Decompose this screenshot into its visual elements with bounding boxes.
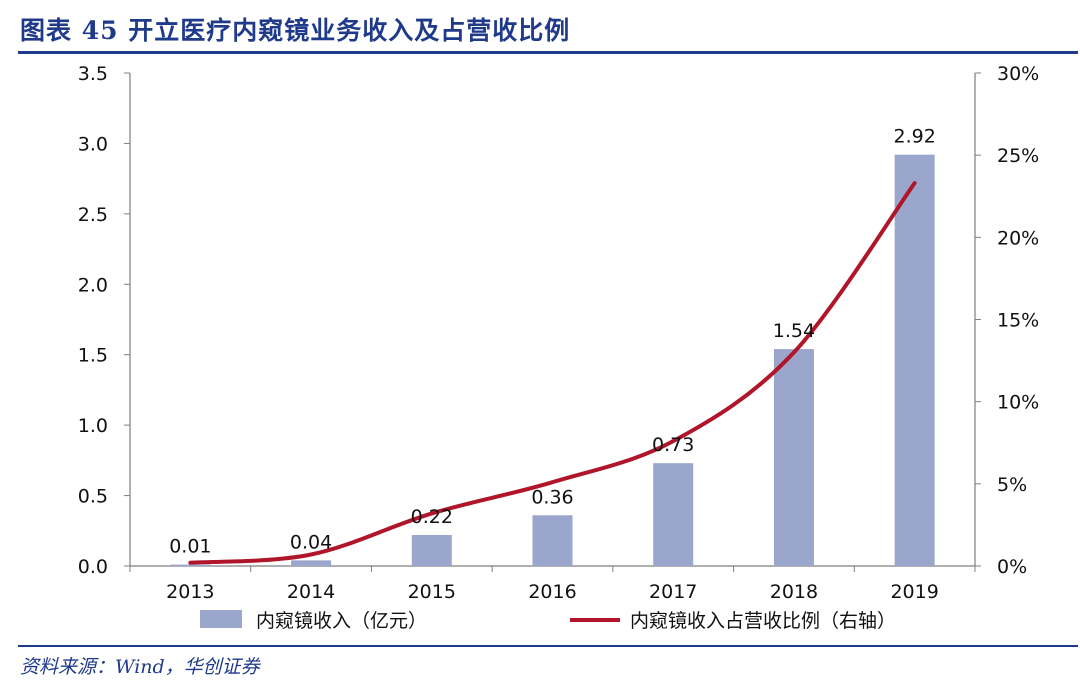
x-tick-label: 2018 xyxy=(770,581,818,603)
right-tick-label: 25% xyxy=(997,145,1039,167)
left-tick-label: 1.5 xyxy=(78,345,108,367)
legend-swatch-bar xyxy=(200,610,242,628)
left-tick-label: 0.0 xyxy=(78,556,108,578)
left-tick-label: 3.5 xyxy=(78,63,108,85)
x-tick-label: 2016 xyxy=(528,581,576,603)
bar-2015 xyxy=(411,535,452,566)
legend-label-bar: 内窥镜收入（亿元） xyxy=(256,610,427,632)
bars xyxy=(170,154,935,567)
bar-data-label: 1.54 xyxy=(773,320,815,342)
right-tick-label: 10% xyxy=(997,392,1039,414)
left-tick-label: 2.5 xyxy=(78,204,108,226)
bar-2017 xyxy=(653,463,694,566)
left-tick-label: 1.0 xyxy=(78,415,108,437)
bar-data-label: 0.22 xyxy=(411,506,453,528)
bar-2019 xyxy=(894,154,935,566)
right-tick-label: 20% xyxy=(997,227,1039,249)
source-rule xyxy=(18,645,1078,647)
chart-title: 图表 45 开立医疗内窥镜业务收入及占营收比例 xyxy=(20,16,571,45)
x-tick-label: 2014 xyxy=(287,581,335,603)
title-bar: 图表 45 开立医疗内窥镜业务收入及占营收比例 xyxy=(0,0,1080,54)
source-note: 资料来源：Wind，华创证券 xyxy=(20,656,260,678)
data-labels: 0.01 0.04 0.22 0.36 0.73 1.54 2.92 xyxy=(169,126,936,558)
legend: 内窥镜收入（亿元） 内窥镜收入占营收比例（右轴） xyxy=(200,610,896,632)
x-tick-label: 2013 xyxy=(166,581,214,603)
line-series xyxy=(188,181,917,565)
right-tick-label: 5% xyxy=(997,474,1027,496)
right-tick-label: 15% xyxy=(997,310,1039,332)
bar-data-label: 0.04 xyxy=(290,531,332,553)
bar-data-label: 0.36 xyxy=(531,486,573,508)
x-tick-label: 2015 xyxy=(408,581,456,603)
bar-2013 xyxy=(170,564,211,567)
bar-2014 xyxy=(291,560,332,566)
chart: 0.0 0.5 1.0 1.5 2.0 2.5 3.0 3.5 0% 5% 10% 15% 20% 25%… xyxy=(78,63,1039,632)
bar-data-label: 0.01 xyxy=(169,536,211,558)
left-tick-label: 2.0 xyxy=(78,274,108,296)
title-rule xyxy=(18,51,1078,54)
bar-data-label: 2.92 xyxy=(893,126,935,148)
right-tick-label: 30% xyxy=(997,63,1039,85)
bar-2016 xyxy=(532,515,573,566)
bar-data-label: 0.73 xyxy=(652,434,694,456)
right-tick-label: 0% xyxy=(997,556,1027,578)
ratio-line xyxy=(188,181,917,565)
x-tick-label: 2017 xyxy=(649,581,697,603)
left-tick-label: 0.5 xyxy=(78,486,108,508)
bar-2018 xyxy=(773,349,814,566)
legend-label-line: 内窥镜收入占营收比例（右轴） xyxy=(630,610,896,632)
x-tick-label: 2019 xyxy=(890,581,938,603)
left-tick-label: 3.0 xyxy=(78,133,108,155)
axes: 0.0 0.5 1.0 1.5 2.0 2.5 3.0 3.5 0% 5% 10% 15% 20% 25%… xyxy=(78,63,1039,603)
